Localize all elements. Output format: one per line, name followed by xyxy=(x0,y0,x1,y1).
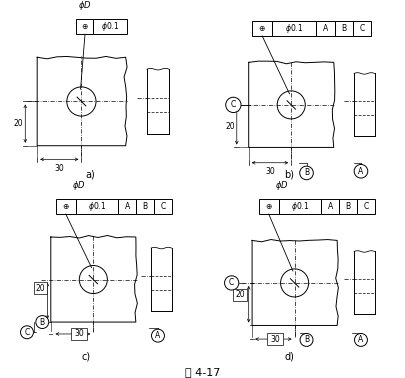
Text: C: C xyxy=(230,101,235,109)
Circle shape xyxy=(225,97,241,113)
Circle shape xyxy=(299,333,312,346)
Bar xyxy=(267,333,282,345)
Bar xyxy=(56,199,75,214)
Text: 30: 30 xyxy=(269,335,279,344)
Text: 图 4-17: 图 4-17 xyxy=(185,367,220,377)
Text: 20: 20 xyxy=(235,290,244,299)
Circle shape xyxy=(224,276,238,290)
Circle shape xyxy=(21,326,33,339)
Circle shape xyxy=(36,316,49,328)
Text: 20: 20 xyxy=(36,284,45,293)
Text: c): c) xyxy=(82,351,91,361)
Bar xyxy=(154,199,171,214)
Bar xyxy=(352,21,370,36)
Text: C: C xyxy=(24,328,30,337)
Text: C: C xyxy=(362,202,368,211)
Bar xyxy=(315,21,334,36)
Circle shape xyxy=(299,166,313,180)
Circle shape xyxy=(151,329,164,342)
Text: $\oplus$: $\oplus$ xyxy=(264,202,272,211)
Bar xyxy=(272,21,315,36)
Text: A: A xyxy=(124,202,130,211)
Text: d): d) xyxy=(284,351,294,361)
Bar xyxy=(252,21,272,36)
Text: B: B xyxy=(142,202,147,211)
Circle shape xyxy=(354,333,367,346)
Text: $\oplus$: $\oplus$ xyxy=(81,22,88,31)
Text: B: B xyxy=(345,202,350,211)
Text: $\phi$0.1: $\phi$0.1 xyxy=(101,20,119,33)
Text: 30: 30 xyxy=(54,164,64,173)
Bar xyxy=(34,282,47,294)
Text: 20: 20 xyxy=(14,119,23,128)
Text: B: B xyxy=(40,318,45,327)
Text: B: B xyxy=(303,335,308,344)
Text: b): b) xyxy=(284,170,294,180)
Bar xyxy=(71,328,86,340)
Circle shape xyxy=(353,164,367,178)
Text: B: B xyxy=(341,24,346,33)
Text: $\phi$0.1: $\phi$0.1 xyxy=(290,200,308,213)
Text: C: C xyxy=(359,24,364,33)
Text: $\phi D$: $\phi D$ xyxy=(275,179,288,192)
Bar xyxy=(278,199,321,214)
Text: A: A xyxy=(322,24,327,33)
Text: $\phi$0.1: $\phi$0.1 xyxy=(284,22,303,35)
Text: A: A xyxy=(358,167,363,176)
Bar xyxy=(339,199,356,214)
Text: B: B xyxy=(303,169,308,177)
Bar xyxy=(356,199,374,214)
Text: a): a) xyxy=(85,170,94,180)
Text: 30: 30 xyxy=(74,330,83,338)
Text: $\phi$0.1: $\phi$0.1 xyxy=(87,200,106,213)
Bar xyxy=(233,289,246,301)
Text: $\phi D$: $\phi D$ xyxy=(72,179,85,192)
Bar xyxy=(93,19,127,34)
Text: C: C xyxy=(160,202,165,211)
Text: $\oplus$: $\oplus$ xyxy=(258,24,265,33)
Bar xyxy=(75,199,118,214)
Bar xyxy=(136,199,154,214)
Bar xyxy=(321,199,339,214)
Text: 20: 20 xyxy=(225,122,234,131)
Text: 30: 30 xyxy=(264,167,274,176)
Text: C: C xyxy=(228,279,234,287)
Bar xyxy=(76,19,93,34)
Text: $\phi D$: $\phi D$ xyxy=(78,0,92,12)
Bar xyxy=(258,199,278,214)
Text: A: A xyxy=(155,331,160,340)
Bar xyxy=(334,21,352,36)
Bar xyxy=(118,199,136,214)
Text: A: A xyxy=(358,335,363,344)
Text: $\oplus$: $\oplus$ xyxy=(62,202,69,211)
Text: A: A xyxy=(327,202,332,211)
